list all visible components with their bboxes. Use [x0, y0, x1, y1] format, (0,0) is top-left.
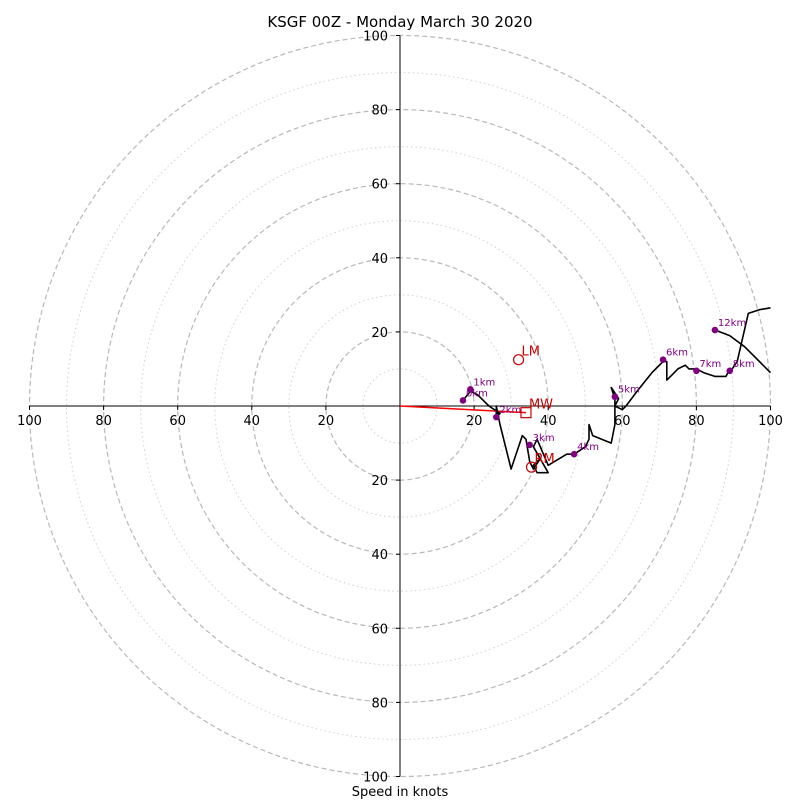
height-marker-label: 1km	[473, 377, 495, 388]
storm-marker-circle	[512, 354, 525, 366]
x-tick-label: 80	[95, 414, 112, 429]
hodograph-trace-upper	[714, 329, 772, 374]
x-tick-label: 100	[17, 414, 42, 429]
y-tick-label: 80	[371, 696, 388, 711]
mean-wind-vector	[399, 405, 527, 414]
height-marker-label: 12km	[718, 318, 746, 329]
height-marker-point	[726, 367, 734, 375]
height-marker-point	[611, 393, 619, 401]
x-tick-label: 60	[169, 414, 186, 429]
height-marker-point	[493, 413, 500, 421]
x-tick-label: 20	[466, 414, 483, 429]
storm-marker-label: MW	[529, 398, 553, 413]
height-marker-label: 3km	[533, 433, 555, 444]
height-marker-label: 2km	[499, 405, 521, 416]
storm-marker-square	[520, 407, 532, 419]
x-tick-label: 80	[688, 414, 705, 429]
storm-motion-markers: LM MW RM	[512, 345, 555, 473]
height-marker-point	[459, 397, 467, 404]
x-tick-label: 60	[614, 414, 631, 429]
storm-marker-label: LM	[522, 345, 540, 360]
height-marker-point	[526, 441, 533, 449]
x-tick-label: 100	[758, 414, 783, 429]
tick-labels: 100 80 60 40 20 20 40 60 80 100 100 80 60 40 20 20 40 60 8…	[17, 30, 783, 786]
height-marker-label: 0km	[466, 388, 488, 399]
height-marker-point	[693, 367, 700, 375]
x-axis-label: Speed in knots	[352, 785, 449, 800]
y-tick-label: 40	[371, 252, 388, 267]
x-tick-label: 20	[318, 414, 335, 429]
hodograph-trace	[462, 307, 771, 474]
y-tick-label: 100	[363, 771, 388, 786]
height-marker-label: 5km	[618, 385, 640, 396]
height-marker-point	[467, 386, 474, 393]
x-tick-label: 40	[244, 414, 261, 429]
height-marker-label: 4km	[577, 442, 599, 453]
x-tick-label: 40	[540, 414, 557, 429]
storm-marker-label: RM	[535, 452, 555, 467]
y-tick-label: 100	[363, 30, 388, 45]
height-marker-label: 7km	[699, 359, 721, 370]
height-marker-label: 8km	[733, 359, 755, 370]
y-tick-label: 80	[371, 104, 388, 119]
y-tick-label: 20	[371, 474, 388, 489]
y-tick-label: 60	[371, 178, 388, 193]
height-marker-point	[711, 326, 719, 334]
y-tick-label: 20	[371, 326, 388, 341]
height-marker-point	[570, 450, 578, 458]
height-markers: 1km 2km 3km 4km 5km 6km 7km 8km 12km 0km	[459, 318, 755, 458]
height-marker-point	[659, 356, 667, 363]
chart-title: KSGF 00Z - Monday March 30 2020	[267, 13, 532, 31]
y-tick-label: 60	[371, 622, 388, 637]
y-tick-label: 40	[371, 548, 388, 563]
storm-marker-circle	[525, 461, 538, 473]
height-marker-label: 6km	[666, 348, 688, 359]
